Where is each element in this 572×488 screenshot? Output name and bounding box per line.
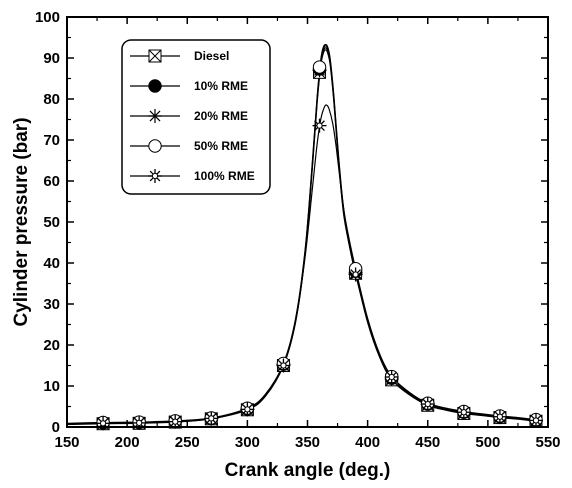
- y-tick-label: 20: [43, 337, 60, 354]
- y-tick-label: 10: [43, 378, 60, 395]
- legend-label-100-rme: 100% RME: [194, 169, 255, 183]
- legend-label-20-rme: 20% RME: [194, 109, 248, 123]
- series-curves: [66, 43, 537, 426]
- series-markers: [96, 60, 543, 431]
- legend-box: [121, 39, 271, 195]
- legend-marker-20-rme: [148, 109, 162, 123]
- data-point-100-rme: [492, 409, 507, 424]
- plot-axes: 150 200 250 300 350 400 450 500 550 0 10 20 30 40 50 60…: [35, 9, 561, 451]
- y-tick-label: 50: [43, 214, 60, 231]
- x-axis-title: Crank angle (deg.): [225, 460, 391, 481]
- x-tick-label: 300: [235, 434, 260, 451]
- data-point-100-rme: [420, 397, 435, 412]
- data-point-100-rme: [456, 405, 471, 420]
- y-tick-label: 80: [43, 91, 60, 108]
- legend-marker-50-rme: [148, 139, 162, 153]
- x-tick-label: 500: [475, 434, 500, 451]
- legend-marker-100-rme: [148, 169, 162, 183]
- data-point-100-rme: [528, 413, 543, 428]
- legend-label-diesel: Diesel: [194, 49, 229, 63]
- series-line-50-rme: [66, 43, 537, 424]
- x-tick-label: 250: [175, 434, 200, 451]
- y-tick-label: 100: [35, 9, 60, 26]
- legend-marker-10-rme: [148, 79, 162, 93]
- data-point-100-rme: [276, 358, 291, 373]
- x-tick-label: 400: [355, 434, 380, 451]
- x-tick-label: 200: [115, 434, 140, 451]
- data-point-100-rme: [348, 267, 363, 282]
- data-point-100-rme: [312, 118, 327, 133]
- x-tick-label: 150: [54, 434, 79, 451]
- x-tick-label: 450: [415, 434, 440, 451]
- y-tick-label: 90: [43, 50, 60, 67]
- data-point-50-rme: [312, 60, 327, 74]
- y-tick-label: 0: [52, 419, 60, 436]
- y-axis-title: Cylinder pressure (bar): [11, 117, 32, 326]
- data-point-100-rme: [240, 402, 255, 417]
- y-tick-label: 30: [43, 296, 60, 313]
- y-tick-label: 60: [43, 173, 60, 190]
- y-tick-label: 40: [43, 255, 60, 272]
- y-tick-label: 70: [43, 132, 60, 149]
- x-tick-label: 550: [535, 434, 560, 451]
- legend-marker-diesel: [148, 49, 162, 63]
- data-point-100-rme: [384, 369, 399, 384]
- series-line-100-rme: [66, 104, 537, 425]
- data-point-100-rme: [204, 411, 219, 426]
- data-point-100-rme: [96, 416, 111, 431]
- x-tick-label: 350: [295, 434, 320, 451]
- legend-label-10-rme: 10% RME: [194, 79, 248, 93]
- legend-label-50-rme: 50% RME: [194, 139, 248, 153]
- legend: Diesel 10% RME 20% RME 50% RME 100% RME: [121, 39, 271, 195]
